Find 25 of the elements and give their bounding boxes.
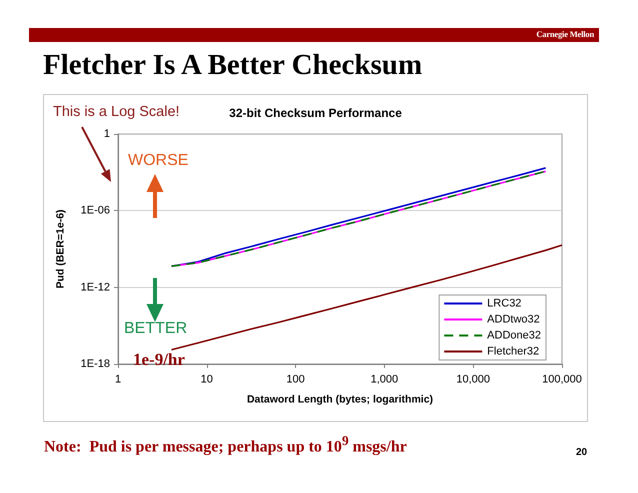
chart-subtitle: 32-bit Checksum Performance: [229, 106, 402, 120]
annotation: BETTER: [124, 320, 188, 338]
chart-title: Fletcher Is A Better Checksum: [43, 49, 422, 82]
text: Carnegie Mellon: [536, 29, 594, 39]
legend-label: LRC32: [487, 298, 522, 310]
annotation: 1e-9/hr: [133, 350, 185, 370]
x-tick-label: 100: [286, 374, 305, 386]
annotation: WORSE: [128, 152, 188, 170]
y-tick-label: 1E-18: [80, 358, 110, 370]
y-tick-label: 1: [104, 128, 110, 140]
y-tick-label: 1E-12: [80, 281, 110, 294]
text: 20: [576, 447, 588, 458]
x-tick-label: 1: [114, 374, 122, 386]
legend-label: Fletcher32: [487, 346, 540, 358]
x-tick-label: 100,000: [542, 374, 582, 386]
y-tick-label: 1E-06: [80, 204, 110, 217]
legend-label: ADDone32: [487, 330, 542, 342]
x-tick-label: 10,000: [456, 374, 490, 386]
text: This is a Log Scale!: [53, 104, 180, 120]
y-axis-title: Pud (BER=1e-6): [54, 209, 66, 289]
x-axis-title: Dataword Length (bytes; logarithmic): [246, 394, 434, 406]
text: Note: Pud is per message; perhaps up to 10$^{9}$ msgs/hr: [44, 433, 407, 456]
x-tick-label: 1,000: [370, 374, 398, 386]
x-tick-label: 10: [200, 374, 213, 386]
legend-label: ADDtwo32: [487, 314, 540, 326]
